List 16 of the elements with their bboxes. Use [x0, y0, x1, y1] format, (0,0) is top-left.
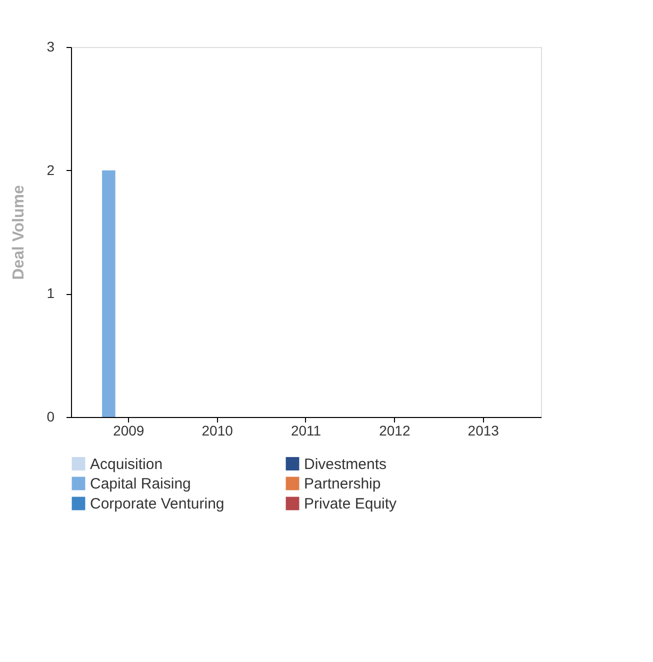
x-tick-label: 2013 [468, 422, 500, 438]
legend-label: Private Equity [304, 496, 398, 512]
y-axis-title: Deal Volume [10, 184, 28, 280]
y-tick-label: 1 [46, 285, 55, 302]
legend-label: Divestments [304, 456, 387, 473]
legend-label: Acquisition [90, 456, 163, 473]
x-tick-label: 2011 [290, 422, 322, 438]
x-tick-label: 2012 [379, 422, 410, 438]
legend-label: Corporate Venturing [90, 496, 224, 512]
legend-label: Partnership [304, 476, 381, 492]
y-tick-label: 3 [46, 38, 55, 54]
legend-label: Capital Raising [90, 476, 191, 492]
x-tick-label: 2009 [113, 422, 144, 438]
y-tick-label: 0 [46, 408, 55, 424]
x-tick-label: 2010 [202, 422, 234, 438]
y-tick-label: 2 [46, 162, 55, 178]
